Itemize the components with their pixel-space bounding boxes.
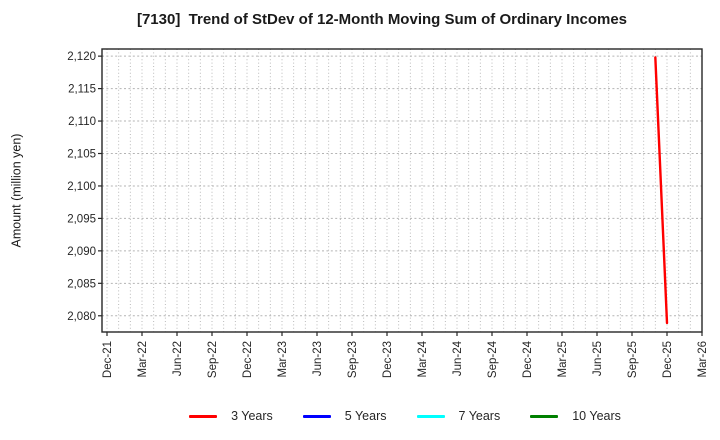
y-tick-label: 2,100: [67, 181, 96, 193]
y-tick-label: 2,110: [68, 116, 96, 128]
y-axis-title: Amount (million yen): [9, 134, 23, 248]
x-tick-label: Sep-25: [627, 341, 639, 378]
legend-item-7-years: 7 Years: [416, 409, 501, 423]
legend-item-5-years: 5 Years: [302, 409, 387, 423]
legend-label: 7 Years: [458, 409, 501, 423]
y-tick-label: 2,120: [67, 51, 96, 63]
y-tick-label: 2,095: [67, 213, 96, 225]
legend-line-swatch: [416, 414, 445, 418]
y-tick-label: 2,080: [67, 311, 96, 323]
y-tick-label: 2,105: [67, 149, 96, 161]
legend-line-swatch: [189, 414, 218, 418]
x-tick-label: Dec-23: [382, 341, 394, 378]
x-tick-label: Mar-23: [277, 341, 289, 377]
legend-line-swatch: [302, 414, 331, 418]
legend-item-10-years: 10 Years: [530, 409, 621, 423]
x-tick-label: Jun-22: [172, 341, 184, 376]
y-tick-label: 2,085: [67, 278, 96, 290]
x-tick-label: Dec-24: [522, 340, 534, 378]
legend-label: 3 Years: [231, 409, 273, 423]
x-tick-label: Sep-24: [487, 340, 499, 378]
y-tick-label: 2,090: [67, 246, 96, 258]
x-tick-label: Dec-21: [102, 341, 114, 378]
x-tick-label: Sep-23: [347, 341, 359, 378]
plot-frame: [101, 48, 703, 333]
legend-line-swatch: [530, 414, 559, 418]
x-tick-label: Dec-25: [662, 341, 674, 378]
x-tick-label: Sep-22: [207, 341, 219, 378]
legend-label: 5 Years: [344, 409, 387, 423]
plot-area: [102, 49, 702, 332]
x-tick-label: Jun-25: [592, 341, 604, 376]
chart-title: [7130] Trend of StDev of 12-Month Moving…: [136, 11, 628, 28]
chart-legend: 3 Years 5 Years 7 Years 10 Years: [90, 407, 720, 425]
legend-item-3-years: 3 Years: [189, 409, 273, 423]
y-tick-label: 2,115: [68, 84, 96, 96]
x-tick-label: Jun-23: [312, 341, 324, 376]
x-tick-label: Mar-26: [697, 341, 709, 377]
x-tick-label: Mar-24: [417, 340, 429, 377]
x-tick-label: Mar-22: [137, 341, 149, 377]
x-tick-label: Dec-22: [242, 341, 254, 378]
legend-label: 10 Years: [572, 409, 621, 423]
x-tick-label: Mar-25: [557, 341, 569, 377]
x-tick-label: Jun-24: [452, 340, 464, 376]
series-line-3-years: [654, 56, 669, 325]
